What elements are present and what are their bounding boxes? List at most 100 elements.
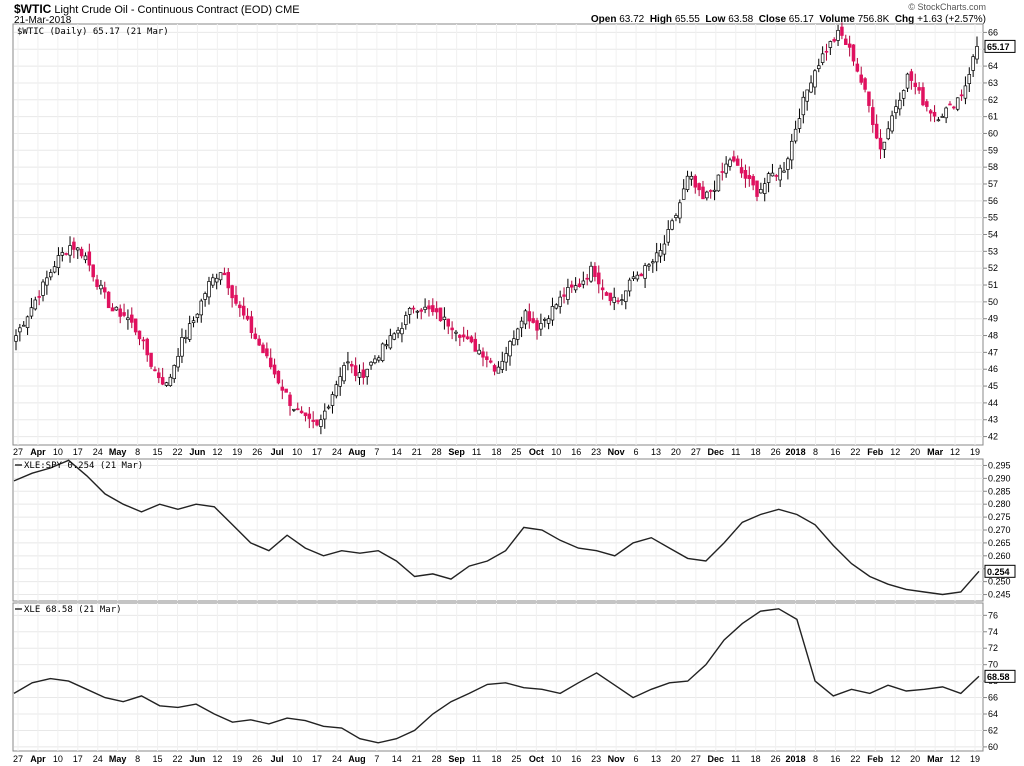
candle-body (149, 352, 153, 367)
y-tick-label: 0.280 (988, 499, 1011, 509)
candle-body (407, 307, 412, 315)
y-tick-label: 45 (988, 381, 998, 391)
candle-body (836, 29, 840, 41)
candle-body (909, 71, 914, 81)
open-value: 63.72 (619, 14, 645, 25)
candle-body (106, 291, 111, 309)
x-tick-label: 20 (671, 447, 681, 457)
candle-body (492, 365, 497, 372)
candle-body (157, 372, 161, 379)
candle-body (434, 308, 439, 313)
x-tick-label: Sep (448, 754, 465, 764)
x-tick-label: Nov (608, 447, 625, 457)
x-tick-label: 19 (970, 754, 980, 764)
candle-body (303, 412, 308, 417)
x-tick-label: 17 (73, 754, 83, 764)
x-tick-label: 7 (374, 447, 379, 457)
y-tick-label: 49 (988, 314, 998, 324)
candle-body (481, 351, 485, 358)
x-tick-label: Mar (927, 447, 944, 457)
close-label: Close (758, 14, 787, 25)
x-tick-label: 8 (813, 754, 818, 764)
ratio-line (13, 459, 980, 596)
candle-body (41, 281, 45, 296)
candle-body (624, 290, 628, 302)
y-tick-label: 46 (988, 364, 998, 374)
y-tick-label: 59 (988, 145, 998, 155)
last-value-label: 65.17 (987, 42, 1010, 52)
candle-body (801, 96, 806, 116)
last-value-box (984, 564, 1016, 578)
ratio-y-axis: 0.2450.2500.2550.2600.2650.2700.2750.280… (983, 460, 1011, 600)
candle-body (168, 376, 173, 387)
low-label: Low (705, 14, 726, 25)
candle-body (469, 336, 474, 343)
candle-body (411, 307, 416, 310)
candle-body (95, 279, 99, 287)
candle-body (384, 344, 389, 347)
x-tick-label: 22 (172, 447, 182, 457)
y-tick-label: 47 (988, 347, 998, 357)
candle-body (639, 273, 643, 277)
y-tick-label: 0.290 (988, 473, 1011, 483)
candle-body (118, 308, 122, 317)
candle-body (654, 252, 659, 263)
candle-body (844, 38, 848, 45)
candle-body (292, 408, 296, 411)
candle-body (971, 56, 975, 71)
candle-body (620, 299, 624, 302)
candle-body (446, 318, 451, 327)
candle-body (52, 266, 57, 273)
candle-body (546, 318, 551, 324)
candle-body (25, 316, 30, 329)
candle-body (878, 137, 883, 150)
x-tick-label: 16 (830, 447, 840, 457)
candle-body (299, 410, 304, 414)
x-tick-label: 24 (332, 754, 342, 764)
x-tick-label: 25 (511, 447, 521, 457)
candle-body (346, 361, 350, 364)
y-tick-label: 54 (988, 230, 998, 240)
x-tick-label: 26 (252, 754, 262, 764)
x-tick-label: 14 (392, 447, 402, 457)
y-tick-label: 62 (988, 725, 998, 735)
xle-grid (14, 603, 983, 751)
y-tick-label: 76 (988, 610, 998, 620)
candle-body (871, 107, 875, 126)
candle-body (774, 175, 779, 177)
x-tick-label: 21 (412, 447, 422, 457)
open-label: Open (590, 14, 617, 25)
candle-body (245, 315, 250, 320)
y-tick-label: 42 (988, 432, 998, 442)
candle-body (238, 304, 242, 309)
y-tick-label: 62 (988, 95, 998, 105)
y-tick-label: 55 (988, 213, 998, 223)
x-tick-label: Aug (348, 447, 366, 457)
candle-body (616, 300, 620, 303)
candle-body (338, 376, 342, 387)
low-value: 63.58 (728, 14, 754, 25)
ohlc-readout: Open 63.72 High 65.55 Low 63.58 Close 65… (591, 14, 986, 25)
x-tick-label: 10 (551, 754, 561, 764)
close-value: 65.17 (788, 14, 814, 25)
candle-body (724, 163, 728, 174)
candle-body (377, 357, 381, 361)
candle-body (762, 183, 767, 194)
y-tick-label: 60 (988, 742, 998, 752)
candle-body (898, 99, 902, 110)
candle-body (342, 365, 346, 382)
candle-body (226, 272, 231, 289)
candle-body (315, 419, 319, 426)
candle-body (68, 245, 72, 256)
candle-body (56, 255, 61, 268)
candle-body (539, 323, 543, 330)
x-tick-label: 23 (591, 754, 601, 764)
candle-body (488, 360, 493, 363)
x-tick-label: 24 (332, 447, 342, 457)
candle-body (334, 384, 339, 397)
symbol-description: Light Crude Oil - Continuous Contract (E… (54, 4, 273, 16)
candle-body (701, 186, 705, 200)
candle-body (427, 305, 431, 310)
candle-body (187, 323, 192, 340)
